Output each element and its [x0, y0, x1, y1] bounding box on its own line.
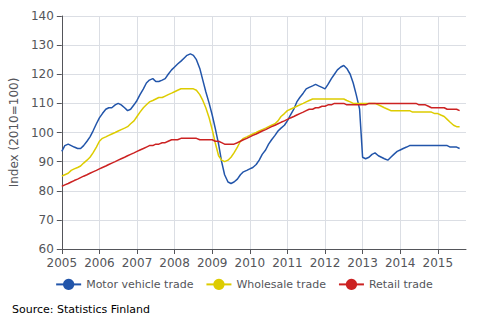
- svg-text:2006: 2006: [84, 256, 115, 270]
- svg-text:60: 60: [39, 242, 54, 256]
- svg-text:2007: 2007: [122, 256, 153, 270]
- svg-text:100: 100: [31, 126, 54, 140]
- svg-text:Source: Statistics Finland: Source: Statistics Finland: [12, 303, 150, 316]
- svg-text:2012: 2012: [310, 256, 341, 270]
- svg-text:Index (2010=100): Index (2010=100): [7, 78, 21, 188]
- svg-text:70: 70: [39, 213, 54, 227]
- svg-text:2011: 2011: [272, 256, 303, 270]
- svg-text:2005: 2005: [47, 256, 78, 270]
- svg-text:2014: 2014: [385, 256, 416, 270]
- svg-text:140: 140: [31, 9, 54, 23]
- svg-text:110: 110: [31, 96, 54, 110]
- svg-text:90: 90: [39, 155, 54, 169]
- svg-text:2009: 2009: [197, 256, 228, 270]
- svg-text:2008: 2008: [159, 256, 190, 270]
- svg-text:Motor vehicle trade: Motor vehicle trade: [86, 278, 194, 291]
- svg-text:Wholesale trade: Wholesale trade: [236, 278, 326, 291]
- svg-text:80: 80: [39, 184, 54, 198]
- svg-text:2013: 2013: [347, 256, 378, 270]
- svg-text:2010: 2010: [235, 256, 266, 270]
- svg-text:120: 120: [31, 67, 54, 81]
- svg-text:2015: 2015: [423, 256, 454, 270]
- svg-text:Retail trade: Retail trade: [369, 278, 433, 291]
- svg-text:130: 130: [31, 38, 54, 52]
